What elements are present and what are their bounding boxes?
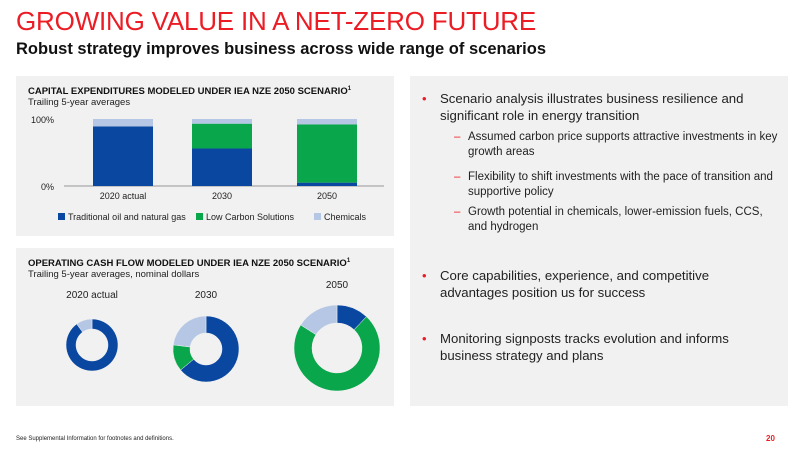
capex-panel: CAPITAL EXPENDITURES MODELED UNDER IEA N… [16,76,394,236]
capex-panel-subtitle: Trailing 5-year averages [28,97,131,108]
sub-bullet-marker: – [454,131,461,143]
donut-slice [76,318,93,333]
key-points-panel: • Scenario analysis illustrates business… [410,76,788,406]
bullet-marker: • [422,91,427,106]
bullet-marker: • [422,331,427,346]
bar-segment [192,119,252,124]
donut-label: 2020 actual [66,290,118,301]
page-subtitle: Robust strategy improves business across… [16,40,547,58]
sub-bullet-marker: – [454,206,461,218]
y-tick-label: 0% [41,182,54,192]
capex-stacked-bar-chart: 0% 100% 2020 actual 2030 2050 Traditional oil… [31,115,384,222]
bar-segment [297,124,357,183]
donut-slice [293,316,381,392]
ocf-panel-title: OPERATING CASH FLOW MODELED UNDER IEA NZ… [28,258,351,270]
bar-segment [192,123,252,149]
ocf-donut-charts: 2020 actual 2030 2050 [65,280,381,392]
sub-bullet-text: Assumed carbon price supports attractive… [468,131,778,158]
legend-label: Low Carbon Solutions [206,212,295,222]
page-title: GROWING VALUE IN A NET-ZERO FUTURE [16,6,536,36]
ocf-panel-subtitle: Trailing 5-year averages, nominal dollar… [28,269,200,280]
bullet-text: Core capabilities, experience, and compe… [440,268,710,300]
donut-slice [65,318,119,372]
legend-swatch [196,213,203,220]
legend-label: Chemicals [324,212,367,222]
legend-label: Traditional oil and natural gas [68,212,186,222]
capex-panel-title: CAPITAL EXPENDITURES MODELED UNDER IEA N… [28,86,352,98]
sub-bullet-text: Growth potential in chemicals, lower-emi… [468,206,763,233]
donut-slice [300,304,338,335]
legend-swatch [314,213,321,220]
y-tick-label: 100% [31,115,54,125]
bullet-text: Monitoring signposts tracks evolution an… [440,331,729,363]
bullet-text: Scenario analysis illustrates business r… [440,91,744,123]
x-tick-label: 2050 [317,191,337,201]
x-tick-label: 2020 actual [100,191,147,201]
donut-slice [172,315,207,348]
footnote: See Supplemental Information for footnot… [16,436,174,442]
x-tick-label: 2030 [212,191,232,201]
bar-segment [93,126,153,186]
sub-bullet-marker: – [454,171,461,183]
donut-label: 2050 [326,280,349,291]
ocf-panel: OPERATING CASH FLOW MODELED UNDER IEA NZ… [16,248,394,406]
sub-bullet-text: Flexibility to shift investments with th… [468,171,773,198]
bullet-marker: • [422,268,427,283]
bar-segment [93,119,153,127]
donut-slice [180,315,240,383]
bar-segment [192,148,252,186]
donut-label: 2030 [195,290,218,301]
legend-swatch [58,213,65,220]
page-number: 20 [766,434,775,443]
bar-segment [297,182,357,186]
bar-segment [297,119,357,125]
